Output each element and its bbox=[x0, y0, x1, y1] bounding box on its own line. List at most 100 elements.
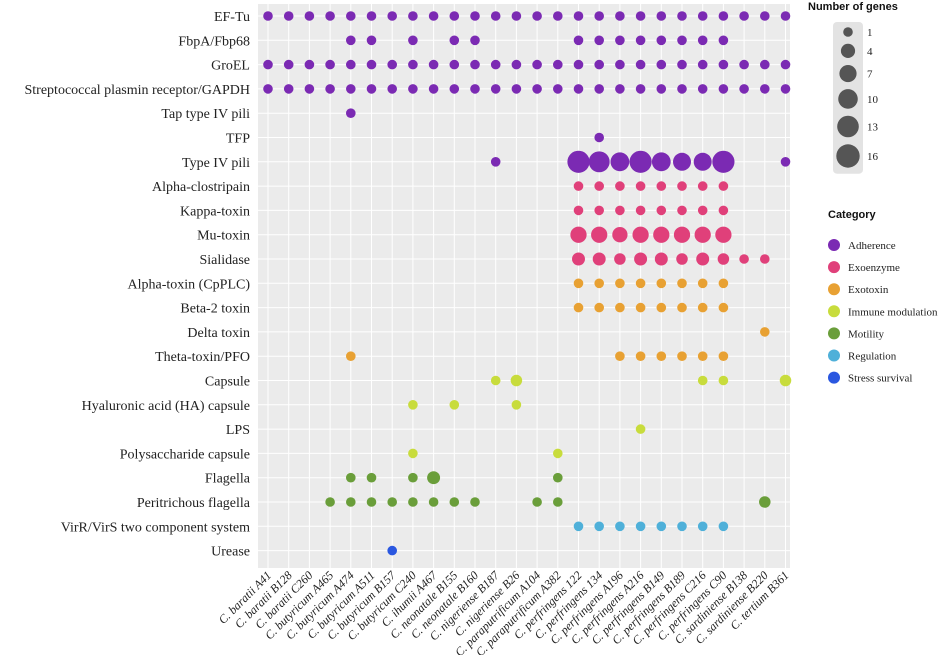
point-ef-tu bbox=[490, 11, 501, 21]
point-ef-tu bbox=[760, 11, 770, 21]
point-groel bbox=[594, 59, 604, 70]
point-groel bbox=[490, 59, 501, 70]
point-type-iv-pili bbox=[693, 152, 712, 171]
size-legend-label: 13 bbox=[867, 122, 879, 134]
point-groel bbox=[697, 59, 708, 70]
point-flagella bbox=[408, 472, 418, 483]
point-groel bbox=[428, 59, 439, 70]
category-legend-title: Category bbox=[828, 209, 877, 221]
point-kappa-toxin bbox=[697, 205, 708, 216]
size-legend-label: 10 bbox=[867, 94, 879, 106]
point-groel bbox=[553, 59, 563, 70]
y-tick-label: Peritrichous flagella bbox=[137, 496, 251, 511]
y-tick-label: Delta toxin bbox=[187, 326, 250, 341]
point-theta-toxin-pfo bbox=[615, 351, 625, 362]
point-streptococcal-plasmin-receptor-gapdh bbox=[573, 84, 584, 94]
point-type-iv-pili bbox=[712, 150, 735, 173]
point-ef-tu bbox=[428, 11, 439, 21]
point-sialidase bbox=[614, 253, 626, 265]
point-ef-tu bbox=[366, 11, 377, 21]
point-beta-2-toxin bbox=[697, 302, 708, 313]
point-streptococcal-plasmin-receptor-gapdh bbox=[760, 84, 770, 94]
point-groel bbox=[325, 59, 335, 70]
y-tick-label: Alpha-toxin (CpPLC) bbox=[128, 277, 251, 292]
point-type-iv-pili bbox=[629, 150, 652, 173]
point-virr-virs-two-component-system bbox=[656, 521, 667, 532]
point-groel bbox=[511, 59, 522, 70]
point-alpha-toxin-cpplc bbox=[594, 278, 604, 289]
point-lps bbox=[635, 424, 646, 434]
data-points bbox=[263, 11, 792, 556]
point-alpha-toxin-cpplc bbox=[718, 278, 729, 289]
size-legend-label: 7 bbox=[867, 69, 873, 81]
point-groel bbox=[346, 59, 356, 70]
point-streptococcal-plasmin-receptor-gapdh bbox=[532, 84, 542, 94]
point-beta-2-toxin bbox=[635, 302, 646, 313]
point-ef-tu bbox=[511, 11, 522, 21]
point-sialidase bbox=[739, 254, 749, 264]
point-hyaluronic-acid-ha-capsule bbox=[408, 400, 418, 410]
y-tick-label: Hyaluronic acid (HA) capsule bbox=[82, 399, 250, 414]
point-capsule bbox=[779, 374, 792, 387]
point-theta-toxin-pfo bbox=[677, 351, 687, 362]
point-ef-tu bbox=[408, 11, 418, 21]
legend-label-stress-survival: Stress survival bbox=[848, 373, 912, 385]
y-tick-label: Alpha-clostripain bbox=[152, 180, 250, 195]
point-fbpa-fbp68 bbox=[615, 35, 625, 46]
point-capsule bbox=[697, 375, 708, 386]
point-peritrichous-flagella bbox=[449, 497, 460, 507]
point-theta-toxin-pfo bbox=[346, 351, 356, 362]
point-mu-toxin bbox=[653, 226, 670, 243]
point-mu-toxin bbox=[715, 226, 732, 243]
point-sialidase bbox=[696, 252, 710, 266]
point-alpha-clostripain bbox=[718, 181, 729, 191]
point-tfp bbox=[594, 132, 604, 143]
point-virr-virs-two-component-system bbox=[718, 521, 729, 532]
point-peritrichous-flagella bbox=[387, 497, 398, 507]
point-virr-virs-two-component-system bbox=[594, 521, 604, 532]
point-capsule bbox=[490, 375, 501, 386]
point-kappa-toxin bbox=[656, 205, 667, 216]
point-ef-tu bbox=[677, 11, 687, 21]
point-type-iv-pili bbox=[672, 152, 692, 171]
point-groel bbox=[263, 59, 273, 70]
y-tick-label: GroEL bbox=[211, 59, 250, 74]
point-groel bbox=[449, 59, 460, 70]
point-groel bbox=[387, 59, 398, 70]
legend-key-regulation bbox=[828, 349, 840, 362]
point-ef-tu bbox=[304, 11, 315, 21]
y-tick-label: Polysaccharide capsule bbox=[120, 447, 250, 462]
point-streptococcal-plasmin-receptor-gapdh bbox=[553, 84, 563, 94]
point-fbpa-fbp68 bbox=[366, 35, 377, 46]
legend-key-adherence bbox=[828, 239, 840, 251]
point-flagella bbox=[346, 472, 356, 483]
legend-key-stress-survival bbox=[828, 371, 840, 384]
point-streptococcal-plasmin-receptor-gapdh bbox=[387, 84, 398, 94]
legend-label-adherence: Adherence bbox=[848, 240, 896, 252]
legend-key-immune-modulation bbox=[828, 305, 840, 318]
point-hyaluronic-acid-ha-capsule bbox=[449, 400, 460, 410]
point-urease bbox=[387, 545, 398, 556]
point-ef-tu bbox=[615, 11, 625, 21]
point-beta-2-toxin bbox=[573, 302, 584, 313]
point-alpha-clostripain bbox=[656, 181, 667, 191]
y-tick-label: Kappa-toxin bbox=[180, 204, 250, 219]
size-legend-title: Number of genes bbox=[808, 1, 898, 13]
category-legend: Category Adherence Exoenzyme Exotoxin Immun… bbox=[828, 209, 938, 385]
legend-key-exotoxin bbox=[828, 283, 840, 296]
point-streptococcal-plasmin-receptor-gapdh bbox=[697, 84, 708, 94]
point-sialidase bbox=[634, 252, 648, 266]
y-tick-label: Flagella bbox=[205, 472, 251, 487]
point-tap-type-iv-pili bbox=[346, 108, 356, 118]
size-legend-key-1 bbox=[843, 27, 853, 37]
point-alpha-clostripain bbox=[635, 181, 646, 191]
size-legend: Number of genes 1 4 7 10 13 16 bbox=[808, 1, 898, 174]
point-streptococcal-plasmin-receptor-gapdh bbox=[780, 84, 791, 94]
legend-key-exoenzyme bbox=[828, 261, 840, 274]
point-streptococcal-plasmin-receptor-gapdh bbox=[511, 84, 522, 94]
legend-label-regulation: Regulation bbox=[848, 351, 897, 363]
point-groel bbox=[677, 59, 687, 70]
point-peritrichous-flagella bbox=[408, 497, 418, 507]
